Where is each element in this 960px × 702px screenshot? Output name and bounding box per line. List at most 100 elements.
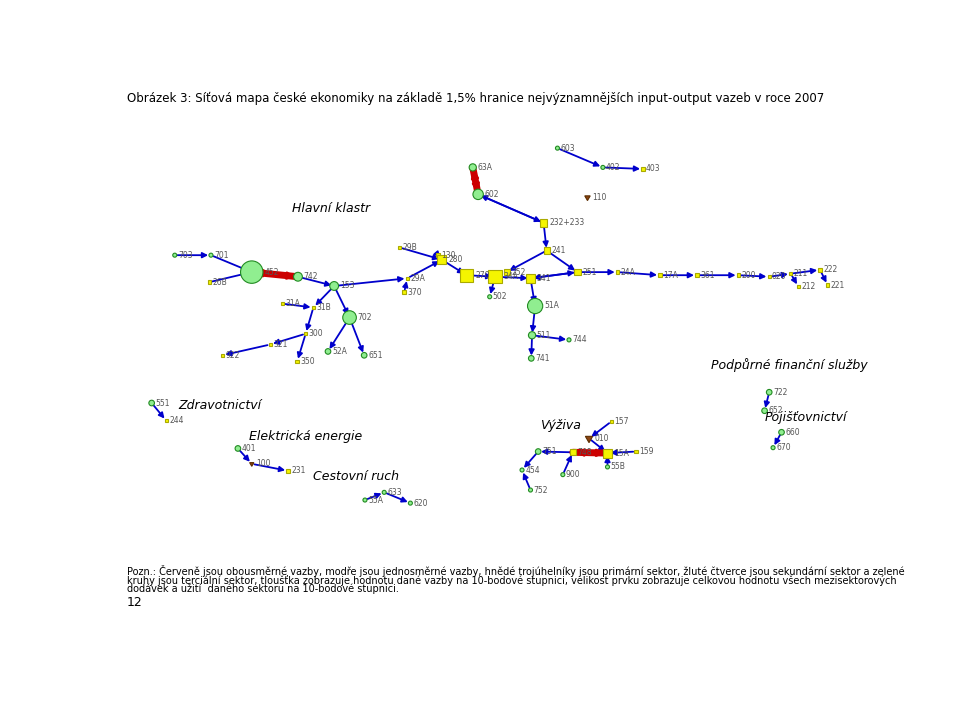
Text: 200: 200 — [741, 271, 756, 279]
Text: 251: 251 — [582, 267, 596, 277]
Text: 63A: 63A — [477, 163, 492, 172]
Text: 751: 751 — [542, 447, 557, 456]
Bar — [437, 253, 440, 257]
Text: 110: 110 — [592, 193, 607, 202]
Text: 603: 603 — [561, 144, 575, 152]
Text: Obrázek 3: Síťová mapa české ekonomiky na základě 1,5% hranice nejvýznamnějších : Obrázek 3: Síťová mapa české ekonomiky n… — [127, 92, 825, 105]
Circle shape — [382, 490, 386, 494]
Text: 922: 922 — [226, 351, 240, 360]
Circle shape — [343, 311, 356, 324]
Text: 280: 280 — [448, 256, 463, 264]
Circle shape — [241, 261, 263, 284]
Text: 29A: 29A — [411, 274, 425, 283]
Bar — [641, 167, 645, 171]
Text: 55A: 55A — [368, 496, 383, 505]
Bar — [768, 275, 771, 278]
Circle shape — [561, 472, 564, 477]
Bar — [695, 274, 699, 277]
Text: 270: 270 — [475, 271, 490, 279]
Bar — [269, 343, 272, 346]
Bar — [659, 274, 661, 277]
Bar — [164, 419, 168, 423]
Text: 211: 211 — [794, 269, 808, 278]
Circle shape — [606, 465, 610, 469]
Circle shape — [361, 352, 367, 358]
Text: 130: 130 — [442, 251, 456, 260]
Text: 153: 153 — [340, 282, 354, 291]
Bar — [574, 269, 581, 275]
Text: 212: 212 — [802, 282, 816, 291]
Circle shape — [601, 166, 605, 169]
Circle shape — [235, 446, 241, 451]
Text: Pozn.: Červeně jsou obousměrné vazby, modře jsou jednosměrné vazby, hnědé trojúh: Pozn.: Červeně jsou obousměrné vazby, mo… — [127, 566, 904, 578]
Text: 341: 341 — [537, 274, 551, 283]
Circle shape — [536, 449, 541, 454]
Text: 241: 241 — [551, 246, 565, 255]
Bar — [503, 269, 510, 275]
Text: 702: 702 — [357, 313, 372, 322]
Bar — [789, 272, 793, 275]
Text: 51A: 51A — [544, 301, 559, 310]
Text: 15A: 15A — [613, 449, 629, 458]
Bar — [635, 450, 637, 453]
Bar — [797, 285, 801, 289]
Text: 252: 252 — [512, 267, 526, 277]
Text: 159: 159 — [639, 447, 654, 456]
Text: 31B: 31B — [317, 303, 331, 312]
Text: Pojišťovnictví: Pojišťovnictví — [764, 411, 847, 425]
Bar — [304, 332, 307, 336]
Circle shape — [528, 331, 536, 339]
Bar — [221, 354, 225, 357]
Text: 551: 551 — [156, 399, 170, 408]
Text: 741: 741 — [536, 354, 550, 363]
Text: 660: 660 — [785, 428, 800, 437]
Bar — [610, 420, 613, 423]
Text: 244: 244 — [170, 416, 184, 425]
Text: 55B: 55B — [611, 463, 626, 472]
Bar — [296, 359, 299, 363]
Text: kruhy jsou terciální sektor, tloušťka zobrazuje hodnotu dané vazby na 10-bodové : kruhy jsou terciální sektor, tloušťka zo… — [127, 575, 897, 585]
Text: 744: 744 — [572, 336, 587, 345]
Text: 401: 401 — [242, 444, 256, 453]
Bar — [489, 270, 502, 284]
Bar — [405, 277, 409, 280]
Text: 403: 403 — [646, 164, 660, 173]
Circle shape — [766, 390, 772, 395]
Text: 502: 502 — [492, 292, 507, 301]
Circle shape — [556, 146, 560, 150]
Bar — [460, 269, 473, 282]
Text: 350: 350 — [300, 357, 315, 366]
Circle shape — [329, 282, 339, 291]
Circle shape — [527, 298, 542, 314]
Text: Cestovní ruch: Cestovní ruch — [313, 470, 399, 483]
Text: 321: 321 — [274, 340, 288, 349]
Text: Elektrická energie: Elektrická energie — [250, 430, 363, 443]
Text: 722: 722 — [773, 388, 787, 397]
Text: 020: 020 — [772, 272, 786, 282]
Text: 651: 651 — [368, 351, 383, 360]
Text: 652: 652 — [769, 406, 783, 415]
Bar — [286, 469, 290, 472]
Text: 231: 231 — [291, 466, 305, 475]
Circle shape — [363, 498, 367, 502]
Text: 620: 620 — [414, 498, 428, 508]
Text: 232+233: 232+233 — [549, 218, 585, 227]
Bar — [312, 306, 315, 310]
Text: 100: 100 — [255, 459, 270, 468]
Text: 12: 12 — [127, 596, 143, 609]
Text: Podpůrné finanční služby: Podpůrné finanční služby — [711, 358, 868, 372]
Bar — [826, 284, 829, 287]
Bar — [397, 246, 401, 249]
Circle shape — [325, 349, 331, 355]
Bar — [281, 302, 284, 305]
Bar — [603, 449, 612, 458]
Text: Hlavní klastr: Hlavní klastr — [292, 202, 370, 215]
Text: 24A: 24A — [621, 267, 636, 277]
Bar — [543, 247, 550, 253]
Bar — [540, 219, 547, 227]
Text: 31A: 31A — [286, 299, 300, 308]
Text: 602: 602 — [485, 190, 499, 199]
Circle shape — [209, 253, 213, 257]
Text: 34A: 34A — [504, 272, 518, 282]
Text: 010: 010 — [595, 434, 610, 443]
